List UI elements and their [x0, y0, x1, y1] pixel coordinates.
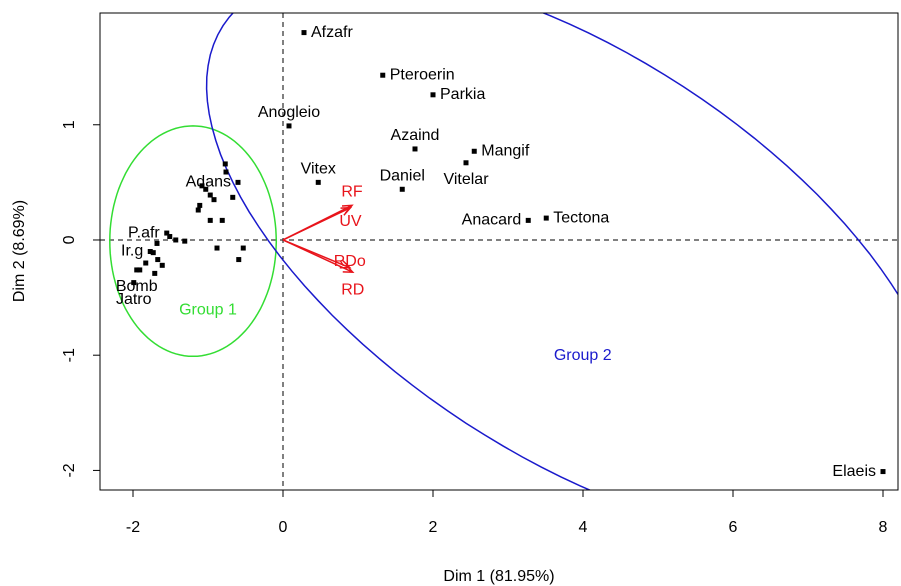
- arrow-label: RDo: [334, 253, 366, 270]
- point: [143, 260, 149, 266]
- point: [182, 238, 188, 244]
- y-axis-title: Dim 2 (8.69%): [11, 200, 28, 302]
- point: [230, 194, 236, 200]
- point: [214, 245, 220, 251]
- point: [236, 257, 242, 263]
- point: [223, 169, 229, 175]
- point: [380, 72, 386, 78]
- arrow-label: RF: [341, 184, 363, 201]
- plot-frame: [99, 12, 899, 491]
- group-ellipse: [109, 125, 278, 358]
- point: [463, 160, 469, 166]
- x-tick-label: 6: [729, 519, 738, 536]
- point-label: Adans: [186, 174, 231, 191]
- point-label: Pteroerin: [390, 66, 455, 83]
- point-label: Anacard: [462, 212, 522, 229]
- point: [159, 262, 165, 268]
- group-label: Group 1: [179, 301, 237, 318]
- arrow: [282, 239, 355, 274]
- point-label: Elaeis: [832, 463, 876, 480]
- point: [412, 146, 418, 152]
- point-label: Jatro: [116, 291, 152, 308]
- point: [134, 267, 140, 273]
- point: [203, 186, 209, 192]
- point-label: Bomb: [116, 278, 158, 295]
- point: [219, 217, 225, 223]
- point: [150, 250, 156, 256]
- point: [222, 161, 228, 167]
- point: [207, 217, 213, 223]
- point: [430, 92, 436, 98]
- point-label: Azaind: [391, 127, 440, 144]
- point: [164, 230, 170, 236]
- point: [195, 207, 201, 213]
- plot-area: Group 1 Group 2 Afzafr Pteroerin Parkia Anogl…: [100, 13, 898, 490]
- y-tick-label: -2: [61, 463, 78, 477]
- point: [235, 179, 241, 185]
- point: [154, 240, 160, 246]
- point: [301, 30, 307, 36]
- x-tick-label: 4: [579, 519, 588, 536]
- point: [152, 270, 158, 276]
- point: [131, 280, 137, 286]
- point: [147, 249, 153, 254]
- point: [137, 267, 143, 273]
- point: [399, 186, 405, 192]
- point-label: Vitex: [301, 161, 336, 178]
- point: [211, 197, 217, 203]
- point: [199, 183, 205, 189]
- y-tick-label: 1: [61, 120, 78, 129]
- y-tick-label: -1: [61, 348, 78, 362]
- point-label: Daniel: [380, 168, 425, 185]
- x-axis-title: Dim 1 (81.95%): [443, 568, 554, 585]
- point: [880, 469, 886, 475]
- point: [543, 215, 549, 221]
- point: [155, 257, 161, 263]
- point-label: Tectona: [553, 209, 609, 226]
- point-label: Mangif: [481, 142, 530, 159]
- point: [471, 148, 477, 154]
- point: [315, 179, 321, 185]
- point: [240, 245, 246, 251]
- point: [173, 237, 179, 243]
- group-label: Group 2: [554, 347, 612, 364]
- point: [286, 123, 292, 129]
- y-tick-label: 0: [61, 235, 78, 244]
- arrow-label: RD: [341, 281, 364, 298]
- x-tick-label: 8: [879, 519, 888, 536]
- point-label: Vitelar: [443, 171, 489, 188]
- point-label: Parkia: [440, 86, 485, 103]
- point: [197, 202, 203, 208]
- arrow-label: UV: [339, 213, 362, 230]
- point: [525, 217, 531, 223]
- point-label: Afzafr: [311, 24, 353, 41]
- point-label: Ir.g: [121, 243, 143, 260]
- x-tick-label: -2: [126, 519, 140, 536]
- point-label: Anogleio: [258, 104, 320, 121]
- x-tick-label: 0: [279, 519, 288, 536]
- arrow: [282, 206, 353, 241]
- x-tick-label: 2: [429, 519, 438, 536]
- point: [167, 234, 173, 240]
- point: [207, 192, 213, 198]
- point-label: P.afr: [128, 224, 160, 241]
- group-ellipse: [205, 13, 898, 490]
